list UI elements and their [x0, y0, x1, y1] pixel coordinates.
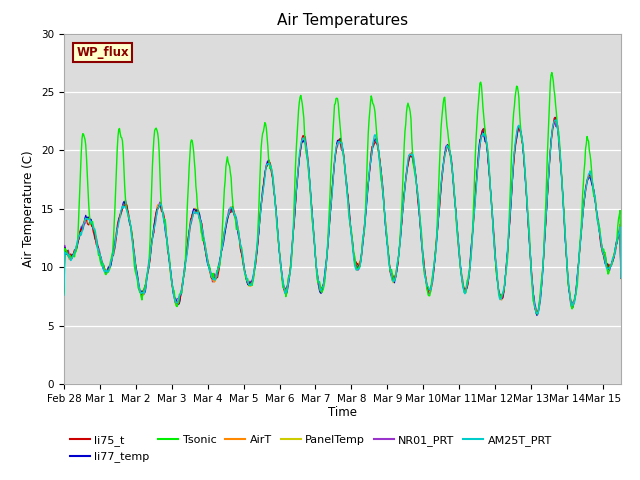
li77_temp: [319, 287, 326, 293]
li77_temp: [60, 288, 68, 293]
NR01_PRT: [473, 171, 481, 177]
AirT: [60, 291, 68, 297]
NR01_PRT: [60, 287, 68, 292]
Line: Tsonic: Tsonic: [64, 72, 621, 314]
Tsonic: [473, 121, 481, 127]
AM25T_PRT: [552, 117, 560, 123]
li77_temp: [533, 312, 541, 318]
Line: NR01_PRT: NR01_PRT: [64, 121, 621, 315]
PanelTemp: [460, 282, 467, 288]
Tsonic: [298, 96, 305, 102]
AirT: [617, 274, 625, 280]
Tsonic: [60, 290, 68, 296]
AirT: [319, 288, 326, 294]
NR01_PRT: [534, 312, 541, 318]
AM25T_PRT: [473, 175, 481, 181]
Line: li75_t: li75_t: [64, 117, 621, 313]
AirT: [63, 250, 70, 256]
li75_t: [473, 173, 481, 179]
Tsonic: [548, 70, 556, 75]
li75_t: [60, 289, 68, 295]
PanelTemp: [319, 286, 326, 292]
li75_t: [138, 292, 146, 298]
AirT: [473, 175, 481, 181]
X-axis label: Time: Time: [328, 407, 357, 420]
AM25T_PRT: [138, 290, 146, 296]
PanelTemp: [473, 172, 481, 178]
NR01_PRT: [298, 142, 305, 147]
AM25T_PRT: [460, 286, 467, 292]
AM25T_PRT: [63, 251, 70, 257]
PanelTemp: [551, 115, 559, 121]
Tsonic: [63, 247, 70, 253]
AM25T_PRT: [617, 275, 625, 281]
NR01_PRT: [138, 291, 146, 297]
Tsonic: [138, 297, 146, 303]
li75_t: [319, 284, 326, 289]
Tsonic: [533, 311, 541, 317]
Line: PanelTemp: PanelTemp: [64, 118, 621, 314]
Text: WP_flux: WP_flux: [76, 46, 129, 59]
Legend: li75_t, li77_temp, Tsonic, AirT, PanelTemp, NR01_PRT, AM25T_PRT: li75_t, li77_temp, Tsonic, AirT, PanelTe…: [70, 435, 552, 462]
li75_t: [533, 311, 541, 316]
AM25T_PRT: [534, 311, 541, 317]
PanelTemp: [298, 141, 305, 146]
li77_temp: [138, 288, 146, 294]
Y-axis label: Air Temperature (C): Air Temperature (C): [22, 151, 35, 267]
li77_temp: [460, 286, 467, 291]
li75_t: [63, 248, 70, 254]
li77_temp: [63, 252, 70, 257]
li75_t: [298, 138, 305, 144]
PanelTemp: [533, 312, 541, 317]
NR01_PRT: [617, 272, 625, 278]
Line: AirT: AirT: [64, 120, 621, 313]
Line: li77_temp: li77_temp: [64, 117, 621, 315]
PanelTemp: [60, 289, 68, 295]
Tsonic: [617, 262, 625, 267]
AM25T_PRT: [60, 292, 68, 298]
AirT: [533, 310, 541, 316]
NR01_PRT: [63, 251, 70, 257]
AM25T_PRT: [319, 284, 326, 290]
AM25T_PRT: [298, 138, 305, 144]
AirT: [138, 290, 146, 296]
AirT: [298, 139, 305, 144]
AirT: [460, 283, 467, 288]
li77_temp: [552, 114, 559, 120]
NR01_PRT: [460, 283, 467, 288]
NR01_PRT: [319, 285, 326, 290]
Title: Air Temperatures: Air Temperatures: [277, 13, 408, 28]
li77_temp: [298, 141, 305, 146]
PanelTemp: [63, 248, 70, 254]
PanelTemp: [138, 292, 146, 298]
PanelTemp: [617, 276, 625, 282]
li75_t: [460, 284, 467, 290]
NR01_PRT: [550, 119, 558, 124]
Line: AM25T_PRT: AM25T_PRT: [64, 120, 621, 314]
li77_temp: [473, 172, 481, 178]
Tsonic: [460, 285, 467, 290]
li75_t: [617, 275, 625, 281]
AirT: [551, 117, 559, 122]
li75_t: [551, 114, 559, 120]
li77_temp: [617, 275, 625, 281]
Tsonic: [319, 288, 326, 293]
